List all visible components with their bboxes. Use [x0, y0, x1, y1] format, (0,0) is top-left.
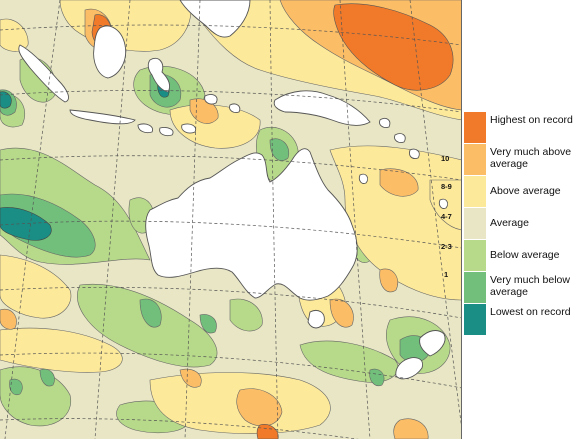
- legend-label: Highest on record: [490, 114, 573, 126]
- new-guinea: [273, 90, 371, 126]
- asia-mainland: [179, 0, 251, 38]
- map-canvas: [0, 0, 461, 439]
- legend-item-highest-on-record: Highest on record: [464, 112, 574, 144]
- legend: Highest on record Very much above averag…: [464, 112, 574, 336]
- java: [69, 109, 136, 125]
- borneo: [93, 25, 127, 79]
- legend-swatch: [464, 240, 486, 271]
- tasmania: [307, 310, 325, 329]
- legend-label: Below average: [490, 249, 560, 261]
- new-zealand-south: [395, 357, 423, 380]
- decile-label-2-3: 2-3: [441, 242, 452, 251]
- legend-item-above-average: Above average: [464, 176, 574, 208]
- australia-mainland: [145, 148, 358, 301]
- legend-item-very-much-below-average: Very much below average: [464, 272, 574, 304]
- decile-label-4-7: 4-7: [441, 212, 452, 221]
- sumatra: [18, 44, 69, 103]
- land-masses: [18, 0, 449, 380]
- legend-swatch: [464, 208, 486, 239]
- legend-item-average: Average: [464, 208, 574, 240]
- decile-label-8-9: 8-9: [441, 182, 452, 191]
- legend-swatch: [464, 144, 486, 175]
- legend-item-very-much-above-average: Very much above average: [464, 144, 574, 176]
- sea-temperature-decile-map: [0, 0, 462, 439]
- legend-label: Average: [490, 217, 529, 229]
- sulawesi: [147, 57, 171, 93]
- graticule: [0, 0, 461, 439]
- legend-swatch: [464, 304, 486, 335]
- legend-item-below-average: Below average: [464, 240, 574, 272]
- legend-item-lowest-on-record: Lowest on record: [464, 304, 574, 336]
- legend-label: Above average: [490, 185, 561, 197]
- legend-swatch: [464, 176, 486, 207]
- decile-label-10: 10: [441, 154, 450, 163]
- decile-label-1: 1: [444, 270, 449, 279]
- legend-swatch: [464, 112, 486, 143]
- legend-label: Lowest on record: [490, 306, 571, 318]
- legend-label: Very much below average: [490, 274, 570, 298]
- legend-label: Very much above average: [490, 146, 572, 170]
- new-zealand-north: [419, 330, 446, 357]
- legend-swatch: [464, 272, 486, 303]
